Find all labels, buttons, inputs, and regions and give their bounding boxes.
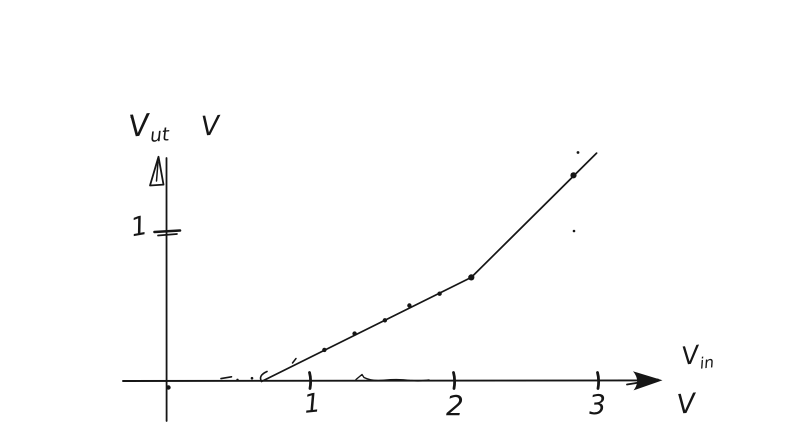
y-axis-variable: V: [127, 108, 151, 145]
y-axis-unit: V: [200, 110, 221, 143]
x-axis-label: Vin: [680, 340, 715, 374]
y-axis-label: Vut: [127, 108, 171, 148]
x-axis-subscript: in: [698, 353, 716, 373]
x-tick-label-3: 3: [588, 389, 607, 422]
x-tick-label-2: 2: [446, 389, 464, 422]
y-axis-subscript: ut: [149, 124, 171, 147]
x-axis-unit: V: [675, 388, 697, 421]
x-tick-label-1: 1: [302, 388, 323, 420]
x-axis-variable: V: [680, 339, 701, 371]
